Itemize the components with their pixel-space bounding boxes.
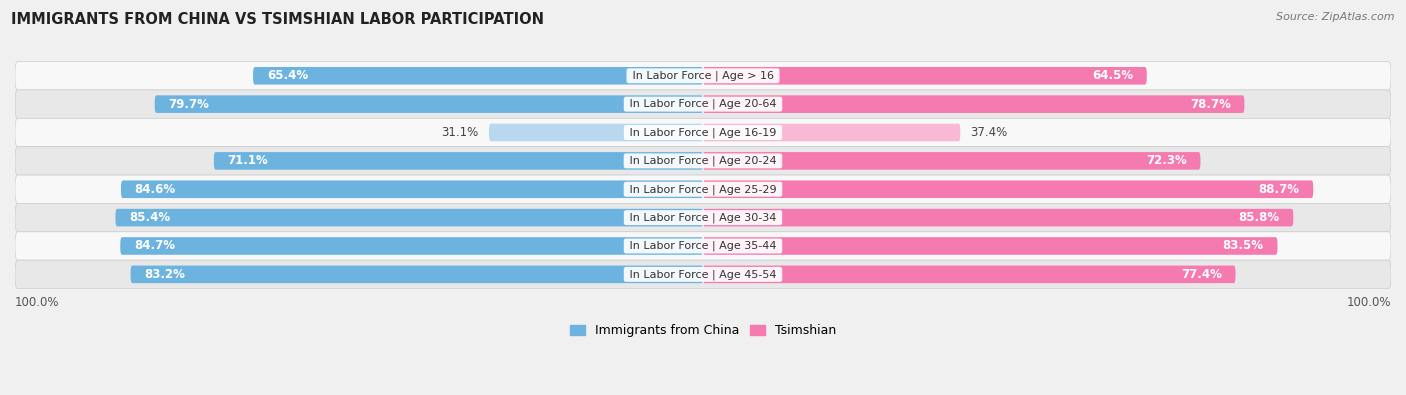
- Text: 83.2%: 83.2%: [145, 268, 186, 281]
- FancyBboxPatch shape: [131, 265, 703, 283]
- FancyBboxPatch shape: [703, 152, 1201, 170]
- Legend: Immigrants from China, Tsimshian: Immigrants from China, Tsimshian: [565, 320, 841, 342]
- FancyBboxPatch shape: [15, 232, 1391, 260]
- FancyBboxPatch shape: [15, 203, 1391, 232]
- Text: In Labor Force | Age 35-44: In Labor Force | Age 35-44: [626, 241, 780, 251]
- Text: In Labor Force | Age 16-19: In Labor Force | Age 16-19: [626, 127, 780, 138]
- FancyBboxPatch shape: [15, 62, 1391, 90]
- FancyBboxPatch shape: [121, 237, 703, 255]
- FancyBboxPatch shape: [15, 147, 1391, 175]
- FancyBboxPatch shape: [214, 152, 703, 170]
- Text: 65.4%: 65.4%: [267, 69, 308, 82]
- Text: 85.4%: 85.4%: [129, 211, 170, 224]
- FancyBboxPatch shape: [15, 118, 1391, 147]
- Text: IMMIGRANTS FROM CHINA VS TSIMSHIAN LABOR PARTICIPATION: IMMIGRANTS FROM CHINA VS TSIMSHIAN LABOR…: [11, 12, 544, 27]
- FancyBboxPatch shape: [703, 237, 1278, 255]
- Text: 100.0%: 100.0%: [1347, 295, 1391, 308]
- Text: 64.5%: 64.5%: [1092, 69, 1133, 82]
- Text: In Labor Force | Age 45-54: In Labor Force | Age 45-54: [626, 269, 780, 280]
- FancyBboxPatch shape: [703, 265, 1236, 283]
- Text: In Labor Force | Age 25-29: In Labor Force | Age 25-29: [626, 184, 780, 194]
- FancyBboxPatch shape: [703, 67, 1147, 85]
- FancyBboxPatch shape: [703, 181, 1313, 198]
- Text: 88.7%: 88.7%: [1258, 183, 1299, 196]
- Text: In Labor Force | Age 30-34: In Labor Force | Age 30-34: [626, 213, 780, 223]
- Text: 71.1%: 71.1%: [228, 154, 269, 167]
- Text: 79.7%: 79.7%: [169, 98, 209, 111]
- FancyBboxPatch shape: [703, 209, 1294, 226]
- Text: Source: ZipAtlas.com: Source: ZipAtlas.com: [1277, 12, 1395, 22]
- Text: 84.6%: 84.6%: [135, 183, 176, 196]
- Text: 100.0%: 100.0%: [15, 295, 59, 308]
- FancyBboxPatch shape: [703, 95, 1244, 113]
- FancyBboxPatch shape: [115, 209, 703, 226]
- FancyBboxPatch shape: [121, 181, 703, 198]
- Text: 78.7%: 78.7%: [1189, 98, 1230, 111]
- Text: In Labor Force | Age > 16: In Labor Force | Age > 16: [628, 71, 778, 81]
- Text: 72.3%: 72.3%: [1146, 154, 1187, 167]
- Text: In Labor Force | Age 20-24: In Labor Force | Age 20-24: [626, 156, 780, 166]
- Text: 85.8%: 85.8%: [1239, 211, 1279, 224]
- FancyBboxPatch shape: [489, 124, 703, 141]
- Text: 31.1%: 31.1%: [441, 126, 478, 139]
- Text: 83.5%: 83.5%: [1223, 239, 1264, 252]
- Text: 77.4%: 77.4%: [1181, 268, 1222, 281]
- FancyBboxPatch shape: [155, 95, 703, 113]
- FancyBboxPatch shape: [253, 67, 703, 85]
- Text: In Labor Force | Age 20-64: In Labor Force | Age 20-64: [626, 99, 780, 109]
- FancyBboxPatch shape: [15, 175, 1391, 203]
- FancyBboxPatch shape: [15, 90, 1391, 118]
- FancyBboxPatch shape: [703, 124, 960, 141]
- Text: 84.7%: 84.7%: [134, 239, 174, 252]
- FancyBboxPatch shape: [15, 260, 1391, 288]
- Text: 37.4%: 37.4%: [970, 126, 1008, 139]
